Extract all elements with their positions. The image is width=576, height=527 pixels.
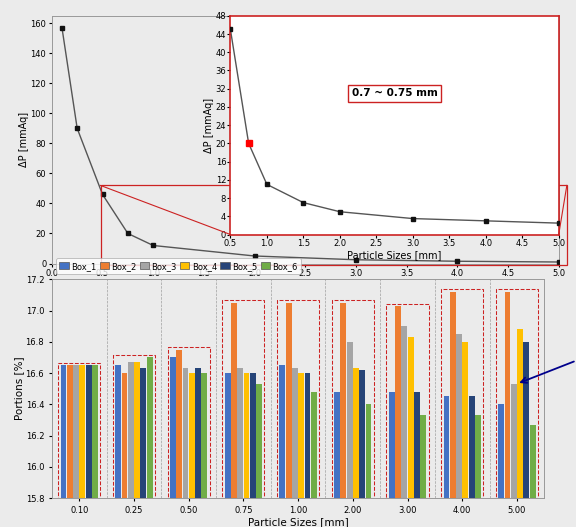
Bar bbox=[250, 373, 256, 527]
Bar bbox=[277, 300, 319, 498]
Bar bbox=[311, 392, 317, 527]
X-axis label: Particle Sizes [mm]: Particle Sizes [mm] bbox=[347, 250, 442, 260]
Bar bbox=[79, 365, 85, 527]
Bar bbox=[113, 355, 155, 498]
Bar bbox=[524, 342, 529, 527]
Bar bbox=[237, 368, 243, 527]
Bar bbox=[469, 396, 475, 527]
Bar bbox=[408, 337, 414, 527]
Bar bbox=[420, 415, 426, 527]
Bar bbox=[456, 334, 462, 527]
Bar bbox=[334, 392, 340, 527]
Bar bbox=[498, 404, 504, 527]
Bar bbox=[353, 368, 359, 527]
Bar bbox=[530, 425, 536, 527]
Bar bbox=[347, 342, 353, 527]
Bar bbox=[92, 365, 98, 527]
Bar bbox=[386, 304, 429, 498]
Bar bbox=[231, 302, 237, 527]
Bar bbox=[463, 342, 468, 527]
Bar bbox=[195, 368, 201, 527]
Bar bbox=[444, 396, 449, 527]
Bar bbox=[225, 373, 230, 527]
Bar bbox=[222, 300, 264, 498]
Bar bbox=[141, 368, 146, 527]
Bar bbox=[414, 392, 420, 527]
Bar bbox=[115, 365, 121, 527]
Bar bbox=[58, 363, 100, 498]
Bar bbox=[202, 373, 207, 527]
Bar bbox=[86, 365, 92, 527]
Bar bbox=[441, 289, 483, 498]
Bar bbox=[359, 370, 365, 527]
Bar bbox=[67, 365, 73, 527]
Bar bbox=[298, 373, 304, 527]
Bar bbox=[496, 289, 538, 498]
Y-axis label: ΔP [mmAq]: ΔP [mmAq] bbox=[204, 97, 214, 153]
Bar bbox=[244, 373, 249, 527]
Text: 0.7 ~ 0.75 mm: 0.7 ~ 0.75 mm bbox=[351, 88, 438, 98]
Bar bbox=[475, 415, 481, 527]
X-axis label: Particle Sizes [mm]: Particle Sizes [mm] bbox=[248, 518, 348, 527]
Bar bbox=[332, 300, 374, 498]
Bar bbox=[450, 292, 456, 527]
Bar bbox=[189, 373, 195, 527]
Bar bbox=[340, 302, 346, 527]
Bar bbox=[517, 329, 523, 527]
Bar bbox=[134, 362, 140, 527]
Bar bbox=[176, 349, 182, 527]
Bar bbox=[122, 373, 127, 527]
Bar bbox=[401, 326, 407, 527]
Bar bbox=[170, 357, 176, 527]
Bar bbox=[147, 357, 153, 527]
Legend: Box_1, Box_2, Box_3, Box_4, Box_5, Box_6: Box_1, Box_2, Box_3, Box_4, Box_5, Box_6 bbox=[56, 258, 301, 274]
Bar bbox=[183, 368, 188, 527]
Bar bbox=[279, 365, 285, 527]
Bar bbox=[60, 365, 66, 527]
Bar bbox=[168, 347, 210, 498]
Bar bbox=[292, 368, 298, 527]
Bar bbox=[100, 186, 567, 265]
Bar bbox=[505, 292, 510, 527]
Bar bbox=[256, 384, 262, 527]
Bar bbox=[305, 373, 310, 527]
Bar bbox=[366, 404, 372, 527]
X-axis label: Particle Sizes [mm]: Particle Sizes [mm] bbox=[258, 281, 353, 291]
Y-axis label: Portions [%]: Portions [%] bbox=[14, 357, 24, 421]
Bar bbox=[128, 362, 134, 527]
Bar bbox=[389, 392, 395, 527]
Bar bbox=[286, 302, 291, 527]
Text: 0.85%: 0.85% bbox=[521, 348, 576, 383]
Y-axis label: ΔP [mmAq]: ΔP [mmAq] bbox=[19, 112, 29, 167]
Bar bbox=[73, 365, 79, 527]
Bar bbox=[511, 384, 517, 527]
Bar bbox=[395, 306, 401, 527]
